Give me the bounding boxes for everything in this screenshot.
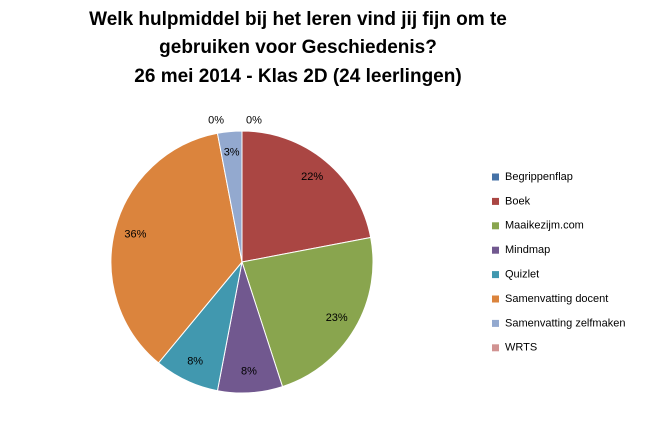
legend-swatch [492, 222, 499, 230]
legend-swatch [492, 197, 499, 205]
legend-swatch [492, 344, 499, 352]
chart-title: gebruiken voor Geschiedenis? [159, 37, 437, 58]
legend-swatch [492, 271, 499, 279]
legend-label: Mindmap [505, 244, 550, 256]
legend-swatch [492, 319, 499, 327]
legend-label: Maaikezijm.com [505, 220, 584, 232]
legend-swatch [492, 246, 499, 254]
data-label: 0% [246, 114, 262, 126]
data-label: 36% [124, 229, 146, 241]
legend-swatch [492, 295, 499, 303]
data-label: 8% [187, 355, 203, 367]
data-label: 22% [301, 171, 323, 183]
data-label: 23% [326, 312, 348, 324]
data-label: 3% [224, 146, 240, 158]
chart-title: 26 mei 2014 - Klas 2D (24 leerlingen) [134, 66, 461, 87]
legend-label: Samenvatting zelfmaken [505, 317, 625, 329]
pie-slice [216, 130, 243, 263]
legend-label: Begrippenflap [505, 171, 573, 183]
legend-label: Quizlet [505, 269, 539, 281]
chart-title: Welk hulpmiddel bij het leren vind jij f… [89, 9, 507, 30]
pie-slice [110, 132, 243, 364]
legend-swatch [492, 173, 499, 181]
pie-slice [241, 130, 372, 263]
legend-label: Boek [505, 195, 531, 207]
pie-slice [241, 236, 374, 388]
legend-label: WRTS [505, 342, 537, 354]
legend-label: Samenvatting docent [505, 293, 608, 305]
data-label: 8% [241, 366, 257, 378]
data-label: 0% [208, 114, 224, 126]
